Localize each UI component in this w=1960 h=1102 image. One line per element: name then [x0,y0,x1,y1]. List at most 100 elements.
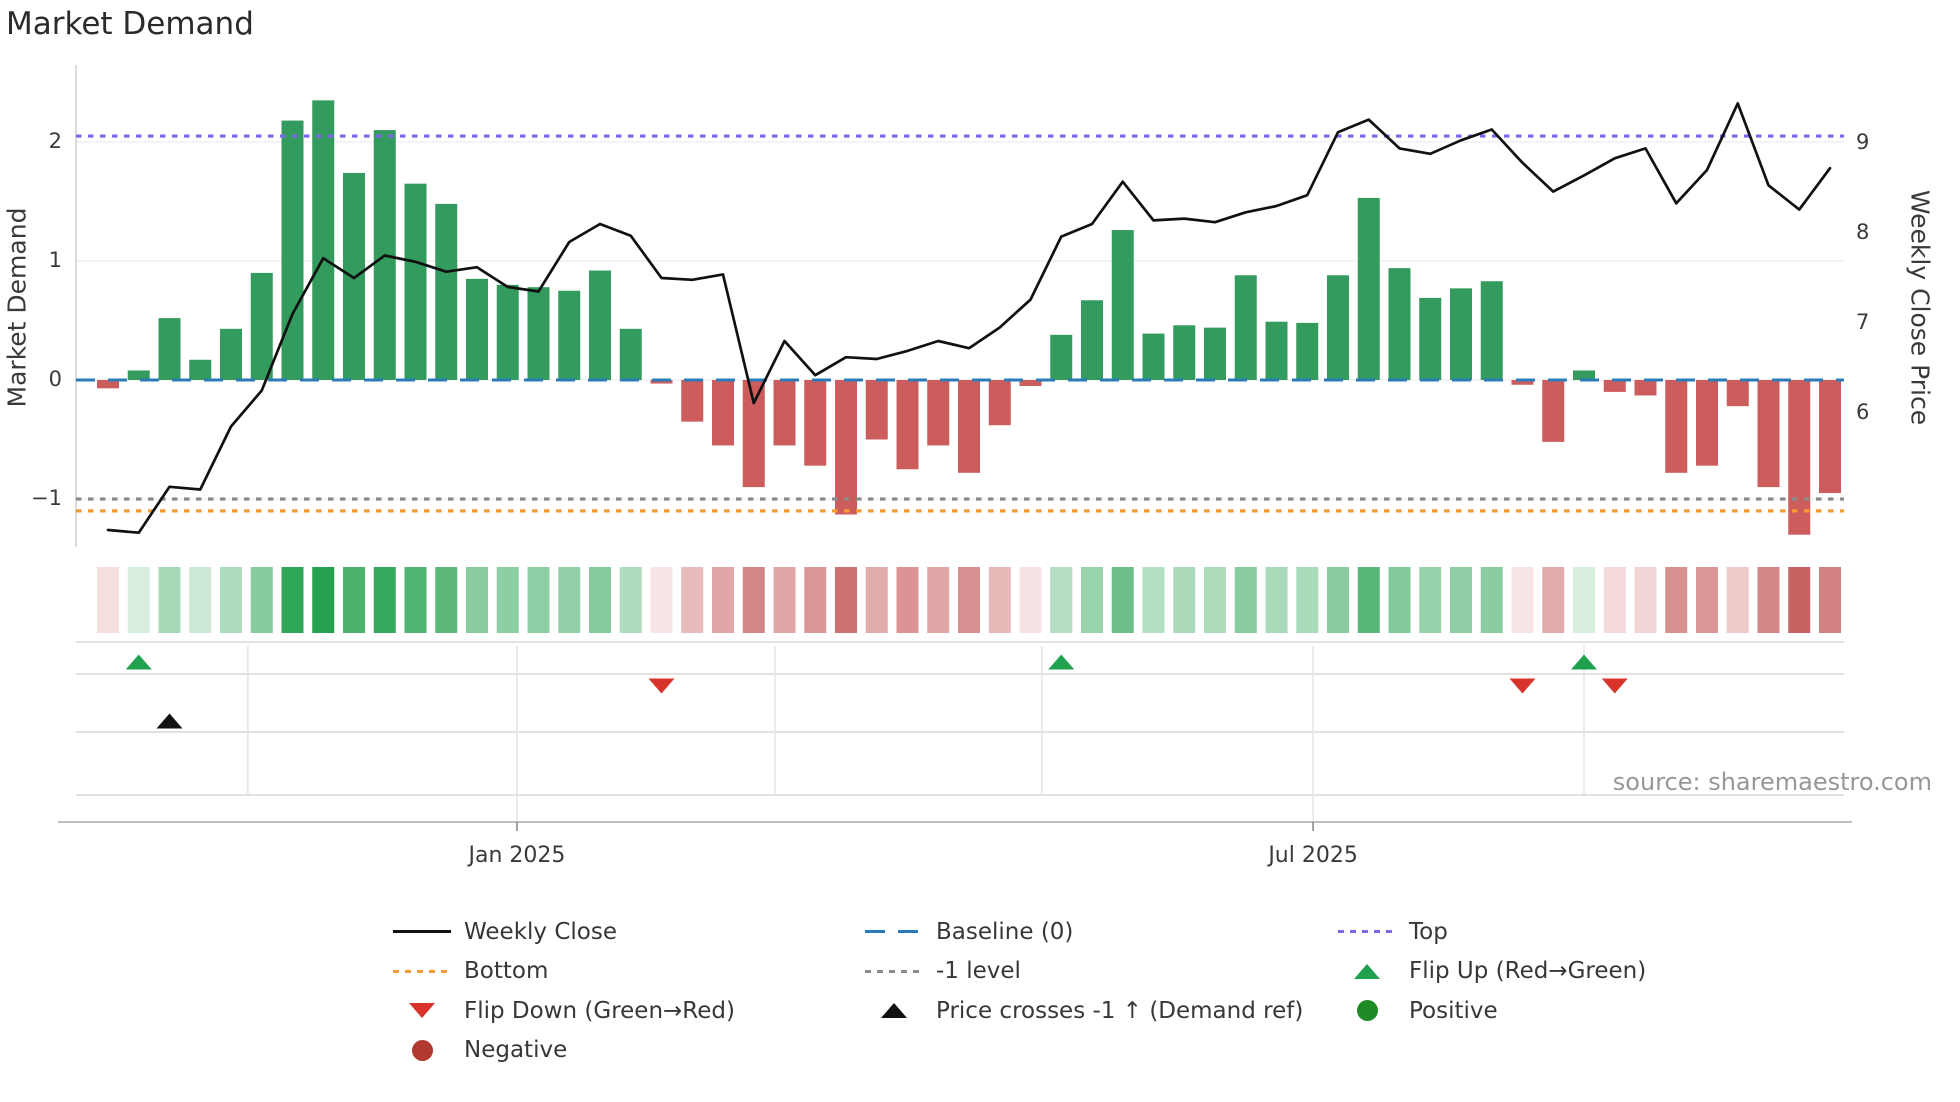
demand-bar-negative [1788,380,1811,535]
heatmap-cell [1327,567,1349,633]
circle-legend-swatch-icon [391,1039,453,1061]
legend-item-1-level: -1 level [863,952,1303,992]
heatmap-cell [896,567,919,633]
demand-bar-negative [1542,380,1565,442]
legend-item-flip-up-red-green: Flip Up (Red→Green) [1336,952,1646,992]
heatmap-cell [1480,567,1503,633]
demand-bar-negative [97,380,119,389]
demand-tick-label: −1 [31,486,62,510]
heatmap-cell [1603,567,1626,633]
heatmap-cell [1050,567,1073,633]
demand-bar-positive [250,272,273,380]
heatmap-cell [742,567,765,633]
flip-down-marker [648,678,675,694]
legend-item-bottom: Bottom [391,952,735,992]
legend-item-label: -1 level [936,958,1021,985]
chart-legend: Weekly Close Bottom Flip Down (Green→Red) N… [0,912,1960,1082]
heatmap-cell [865,567,888,633]
heatmap-cell [527,567,550,633]
demand-bar-positive [558,290,581,380]
heatmap-cell [1726,567,1749,633]
heatmap-cell [189,567,212,633]
heatmap-cell [281,567,304,633]
demand-bar-negative [988,380,1011,426]
demand-bar-positive [1573,370,1595,380]
heatmap-cell [958,567,980,633]
heatmap-cell [220,567,242,633]
demand-bar-positive [589,270,611,380]
demand-bar-negative [896,380,919,470]
heatmap-cell [1419,567,1442,633]
demand-bar-positive [1265,321,1288,380]
demand-bar-negative [1511,380,1534,385]
demand-bar-positive [189,359,212,380]
x-axis [58,821,1852,831]
legend-item-label: Top [1409,918,1448,945]
dotted-legend-swatch-icon [391,969,453,973]
chart-title: Market Demand [6,6,254,42]
demand-bar-negative [1634,380,1657,396]
heatmap-cell [650,567,673,633]
demand-bar-positive [619,328,642,380]
demand-bar-positive [1450,288,1472,380]
heatmap-cell [1296,567,1319,633]
heatmap-cell [404,567,427,633]
heatmap-cell [435,567,458,633]
demand-bar-negative [1726,380,1749,407]
demand-bar-positive [1357,197,1380,380]
heatmap-cell [1665,567,1688,633]
heatmap-cell [312,567,335,633]
heatmap-cell [1634,567,1657,633]
heatmap-cell [558,567,581,633]
heatmap-cell [1696,567,1718,633]
flip-down-marker [1601,678,1628,694]
demand-bar-positive [220,328,242,380]
heatmap-cell [466,567,488,633]
source-credit: source: sharemaestro.com [1612,768,1932,796]
flip-up-marker [1571,654,1597,670]
dotted-legend-swatch-icon [1336,930,1398,934]
heatmap-cell [1388,567,1411,633]
heatmap-cell [343,567,365,633]
price-tick-label: 8 [1856,220,1870,244]
demand-heatmap-strip [97,567,1841,633]
heatmap-cell [988,567,1011,633]
demand-bar-positive [404,183,427,380]
heatmap-cell [1511,567,1534,633]
demand-bar-positive [127,370,150,380]
legend-item-label: Positive [1409,997,1498,1024]
demand-bar-positive [1480,281,1503,380]
demand-bars [97,100,1841,535]
demand-bar-negative [681,380,704,422]
demand-bar-negative [1019,380,1042,386]
legend-item-label: Bottom [464,958,549,985]
tri-up-legend-swatch-icon [863,1003,925,1019]
demand-bar-positive [435,203,458,380]
date-tick-label: Jul 2025 [1268,843,1358,868]
demand-bar-positive [1388,268,1411,380]
heatmap-cell [1173,567,1196,633]
event-markers [125,654,1628,729]
heatmap-cell [373,567,396,633]
heatmap-cell [127,567,150,633]
legend-item-top: Top [1336,912,1646,952]
circle-legend-swatch-icon [1336,1000,1398,1022]
demand-bar-negative [958,380,980,473]
dotted-legend-swatch-icon [863,969,925,973]
demand-tick-label: 1 [48,248,62,272]
legend-item-negative: Negative [391,1031,735,1071]
demand-bar-positive [466,278,488,380]
price-tick-label: 9 [1856,130,1870,154]
demand-bar-positive [158,318,181,380]
flip-down-marker [1509,678,1536,694]
heatmap-cell [589,567,611,633]
demand-bar-positive [527,287,550,380]
demand-bar-negative [1603,380,1626,392]
demand-bar-negative [1819,380,1841,494]
heatmap-cell [1142,567,1165,633]
demand-bar-negative [1696,380,1718,466]
demand-bar-negative [927,380,950,446]
demand-bar-positive [1296,322,1319,380]
heatmap-cell [773,567,796,633]
